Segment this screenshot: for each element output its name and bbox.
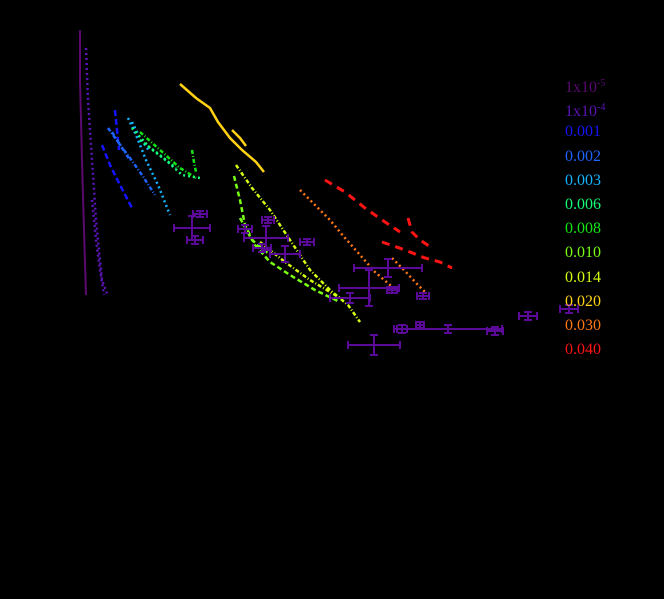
series-line (139, 131, 197, 180)
legend-item: 0.002 (565, 145, 605, 169)
series-line (259, 241, 341, 300)
error-bar-point (299, 238, 315, 246)
series-line (126, 117, 172, 216)
series-line (84, 47, 110, 297)
legend-item: 0.030 (565, 314, 605, 338)
legend-label: 1x10 (565, 103, 597, 121)
legend-item: 0.006 (565, 193, 605, 217)
error-bar-point (186, 235, 204, 245)
series-line (324, 178, 401, 234)
error-bar-point (237, 224, 253, 234)
legend-label: 0.020 (565, 292, 601, 310)
legend-label: 0.002 (565, 147, 601, 165)
legend-item: 0.003 (565, 169, 605, 193)
series-line (90, 199, 106, 296)
series-line (232, 175, 341, 304)
error-bar-point (269, 245, 301, 263)
series-line (110, 131, 132, 161)
legend-item: 1x10-5 (565, 72, 605, 96)
error-bar-point (415, 321, 425, 329)
error-bar-point (252, 243, 272, 253)
error-bar-point (353, 258, 423, 278)
error-bar-point (518, 311, 538, 321)
legend-exponent: -4 (597, 102, 606, 114)
error-bar-point (393, 324, 503, 334)
series-line (190, 149, 198, 173)
legend-label: 0.008 (565, 220, 601, 238)
error-bar-point (347, 334, 401, 356)
legend-label: 0.014 (565, 268, 601, 286)
series-line (231, 129, 247, 147)
legend-item: 0.014 (565, 266, 605, 290)
error-bar-point (386, 286, 398, 294)
legend-item: 0.010 (565, 241, 605, 265)
legend: 1x10-5 1x10-4 0.001 0.002 0.003 0.006 0.… (565, 72, 605, 362)
series-line (381, 240, 453, 270)
legend-label: 0.003 (565, 171, 601, 189)
error-bar-point (486, 326, 504, 336)
legend-item: 0.008 (565, 217, 605, 241)
legend-item: 0.020 (565, 290, 605, 314)
legend-label: 0.006 (565, 195, 601, 213)
legend-label: 0.001 (565, 123, 601, 141)
series-line (79, 30, 87, 296)
series-line (179, 83, 265, 173)
error-bar-point (192, 210, 208, 218)
series-line (139, 139, 177, 169)
series-line (130, 121, 152, 153)
error-bar-point (559, 304, 579, 314)
legend-item: 1x10-4 (565, 96, 605, 120)
legend-label: 1x10 (565, 79, 597, 96)
error-bar-point (329, 292, 371, 304)
error-bar-point (416, 292, 430, 300)
legend-label: 0.010 (565, 244, 601, 262)
series-line (100, 144, 135, 211)
data-points-layer (173, 210, 579, 356)
legend-label: 0.040 (565, 341, 601, 359)
series-layer (79, 30, 453, 323)
error-bar-point (261, 216, 275, 224)
legend-item: 0.040 (565, 338, 605, 362)
legend-item: 0.001 (565, 120, 605, 144)
legend-exponent: -5 (597, 78, 606, 89)
series-line (406, 217, 433, 250)
legend-label: 0.030 (565, 316, 601, 334)
series-line (113, 109, 121, 151)
series-line (106, 127, 157, 196)
error-bar-point (243, 225, 289, 251)
